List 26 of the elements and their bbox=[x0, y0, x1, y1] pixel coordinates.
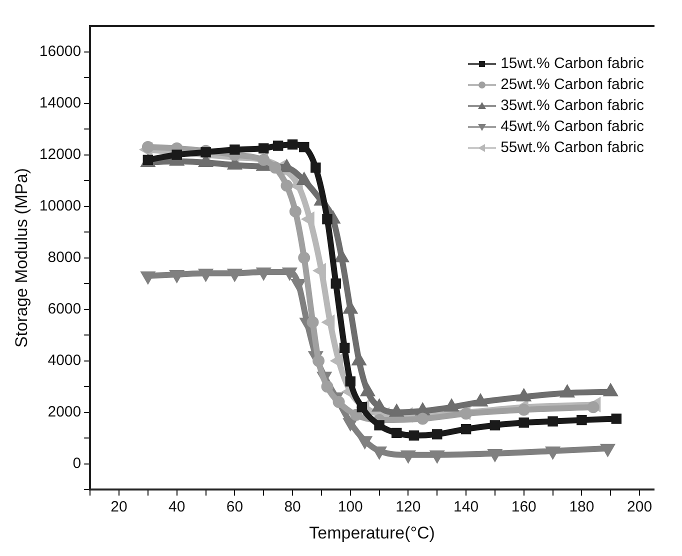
y-tick-label: 6000 bbox=[48, 300, 82, 318]
legend-label: 45wt.% Carbon fabric bbox=[500, 117, 644, 137]
x-tick-label: 80 bbox=[284, 498, 301, 516]
x-tick-label: 200 bbox=[627, 498, 652, 516]
x-tick-label: 60 bbox=[226, 498, 244, 516]
y-tick-label: 12000 bbox=[39, 146, 82, 163]
x-tick-label: 40 bbox=[168, 498, 186, 516]
x-tick-label: 160 bbox=[511, 498, 536, 516]
y-tick-label: 16000 bbox=[39, 42, 82, 60]
legend-label: 25wt.% Carbon fabric bbox=[500, 75, 644, 95]
y-tick-label: 10000 bbox=[39, 197, 82, 214]
x-tick-label: 20 bbox=[110, 498, 128, 516]
x-tick-label: 100 bbox=[338, 498, 363, 516]
y-tick-label: 2000 bbox=[48, 403, 82, 420]
x-tick-label: 180 bbox=[569, 498, 594, 516]
x-tick-label: 140 bbox=[454, 498, 479, 516]
x-tick-label: 120 bbox=[396, 498, 421, 516]
legend-label: 15wt.% Carbon fabric bbox=[500, 54, 644, 74]
y-axis-title: Storage Modulus (MPa) bbox=[12, 168, 31, 348]
x-axis-title: Temperature(°C) bbox=[309, 523, 435, 542]
legend-label: 35wt.% Carbon fabric bbox=[500, 96, 644, 116]
y-tick-label: 8000 bbox=[48, 248, 82, 266]
y-tick-label: 0 bbox=[72, 454, 82, 472]
legend-label: 55wt.% Carbon fabric bbox=[500, 138, 644, 158]
y-tick-label: 4000 bbox=[48, 352, 82, 369]
y-tick-label: 14000 bbox=[39, 94, 82, 112]
